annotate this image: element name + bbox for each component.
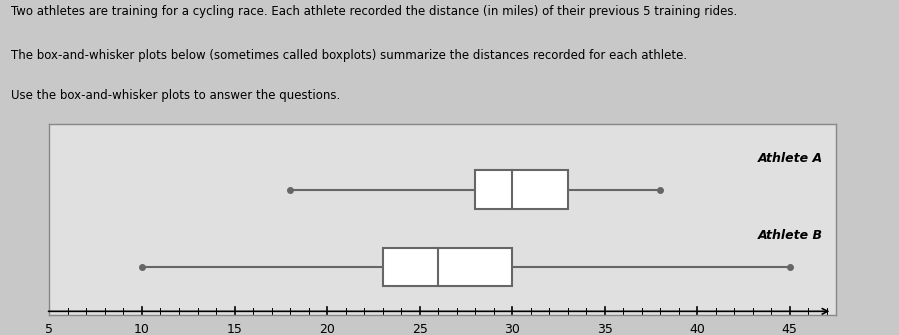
Text: Athlete A: Athlete A (758, 151, 823, 164)
Text: Use the box-and-whisker plots to answer the questions.: Use the box-and-whisker plots to answer … (11, 89, 340, 102)
Bar (476, 171, 567, 209)
Text: 20: 20 (319, 323, 335, 335)
Text: 45: 45 (782, 323, 797, 335)
Text: The box-and-whisker plots below (sometimes called boxplots) summarize the distan: The box-and-whisker plots below (sometim… (11, 49, 687, 62)
Text: 40: 40 (690, 323, 705, 335)
Text: 15: 15 (227, 323, 243, 335)
Text: 5: 5 (46, 323, 53, 335)
Bar (383, 248, 512, 286)
Text: Two athletes are training for a cycling race. Each athlete recorded the distance: Two athletes are training for a cycling … (11, 5, 737, 18)
Text: 35: 35 (597, 323, 612, 335)
Text: Athlete B: Athlete B (758, 229, 823, 242)
Text: 25: 25 (412, 323, 428, 335)
Text: 30: 30 (504, 323, 521, 335)
Text: 10: 10 (134, 323, 150, 335)
